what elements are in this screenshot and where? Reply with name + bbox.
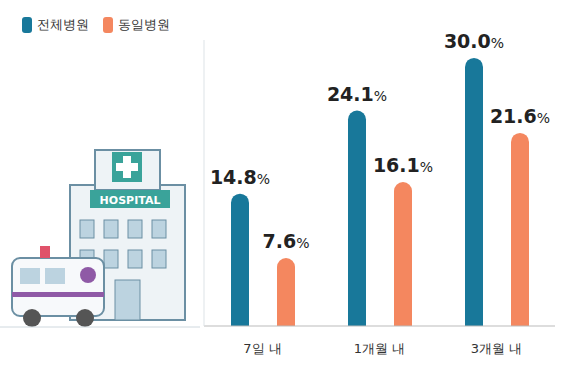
svg-text:14.8%: 14.8% (210, 166, 270, 188)
svg-text:1개월 내: 1개월 내 (354, 341, 405, 356)
html-text:동일병원: 동일병원 (118, 17, 170, 32)
svg-text:3개월 내: 3개월 내 (471, 341, 522, 356)
svg-text:16.1%: 16.1% (373, 154, 433, 176)
svg-text:30.0%: 30.0% (444, 30, 504, 52)
svg-text:7일 내: 7일 내 (243, 341, 281, 356)
svg-text:HOSPITAL: HOSPITAL (100, 194, 161, 207)
svg-text:24.1%: 24.1% (327, 83, 387, 105)
svg-text:21.6%: 21.6% (490, 105, 550, 127)
svg-text:7.6%: 7.6% (263, 230, 310, 252)
html-text:전체병원: 전체병원 (37, 17, 89, 32)
